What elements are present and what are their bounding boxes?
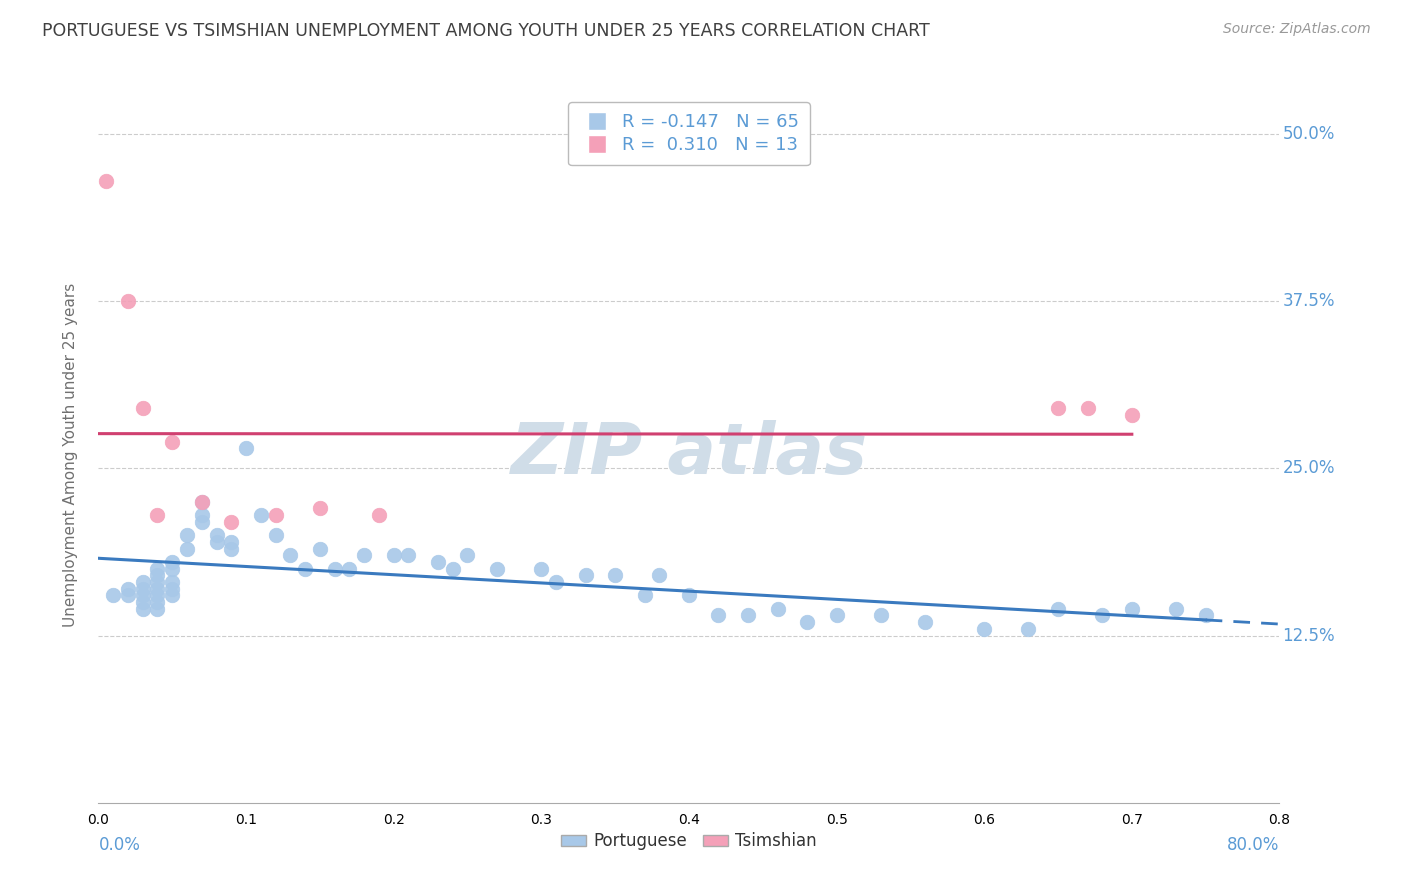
Point [117,294,139,309]
Point [162,575,183,590]
Point [633,589,655,603]
Point [176,528,198,542]
Point [162,582,183,596]
Point [191,494,214,508]
Point [219,535,242,549]
Point [441,562,464,576]
Point [162,434,183,449]
Point [337,562,360,576]
Point [278,548,302,563]
Point [605,568,627,582]
Point [707,608,730,623]
Text: ZIP atlas: ZIP atlas [510,420,868,490]
Point [678,589,700,603]
Text: 25.0%: 25.0% [1282,459,1334,477]
Point [574,568,596,582]
Point [796,615,818,630]
Point [825,608,848,623]
Point [427,555,450,569]
Point [235,442,257,456]
Point [146,595,169,609]
Point [1046,401,1069,416]
Point [117,582,139,596]
Text: Source: ZipAtlas.com: Source: ZipAtlas.com [1223,22,1371,37]
Point [1017,622,1039,636]
Point [205,528,228,542]
Point [117,589,139,603]
Point [766,602,789,616]
Point [132,401,155,416]
Point [132,595,155,609]
Point [146,575,169,590]
Point [309,501,332,516]
Point [1077,401,1099,416]
Text: 37.5%: 37.5% [1282,292,1334,310]
Y-axis label: Unemployment Among Youth under 25 years: Unemployment Among Youth under 25 years [63,283,77,627]
Point [94,173,117,188]
Text: PORTUGUESE VS TSIMSHIAN UNEMPLOYMENT AMONG YOUTH UNDER 25 YEARS CORRELATION CHAR: PORTUGUESE VS TSIMSHIAN UNEMPLOYMENT AMO… [42,22,929,40]
Point [191,494,214,508]
Point [191,508,214,523]
Point [530,562,553,576]
Point [294,562,316,576]
Text: 80.0%: 80.0% [1227,837,1279,855]
Point [1164,602,1187,616]
Point [132,575,155,590]
Point [146,508,169,523]
Point [132,602,155,616]
Point [146,589,169,603]
Text: 12.5%: 12.5% [1282,626,1336,645]
Point [191,515,214,529]
Point [132,589,155,603]
Point [544,575,567,590]
Point [219,515,242,529]
Point [869,608,891,623]
Point [162,589,183,603]
Point [146,582,169,596]
Point [486,562,509,576]
Point [1121,408,1143,422]
Point [973,622,995,636]
Point [737,608,759,623]
Point [176,541,198,556]
Point [264,528,287,542]
Point [353,548,375,563]
Point [162,555,183,569]
Point [1046,602,1069,616]
Text: 0.0%: 0.0% [98,837,141,855]
Point [205,535,228,549]
Point [396,548,419,563]
Point [1121,602,1143,616]
Point [250,508,273,523]
Point [103,589,125,603]
Point [146,562,169,576]
Point [219,541,242,556]
Point [382,548,405,563]
Point [309,541,332,556]
Point [914,615,936,630]
Point [323,562,346,576]
Point [146,568,169,582]
Point [456,548,478,563]
Point [648,568,671,582]
Text: 50.0%: 50.0% [1282,125,1334,143]
Point [1195,608,1218,623]
Point [146,602,169,616]
Point [132,582,155,596]
Point [368,508,391,523]
Point [1091,608,1114,623]
Legend: R = -0.147   N = 65, R =  0.310   N = 13: R = -0.147 N = 65, R = 0.310 N = 13 [568,103,810,165]
Point [264,508,287,523]
Point [162,562,183,576]
